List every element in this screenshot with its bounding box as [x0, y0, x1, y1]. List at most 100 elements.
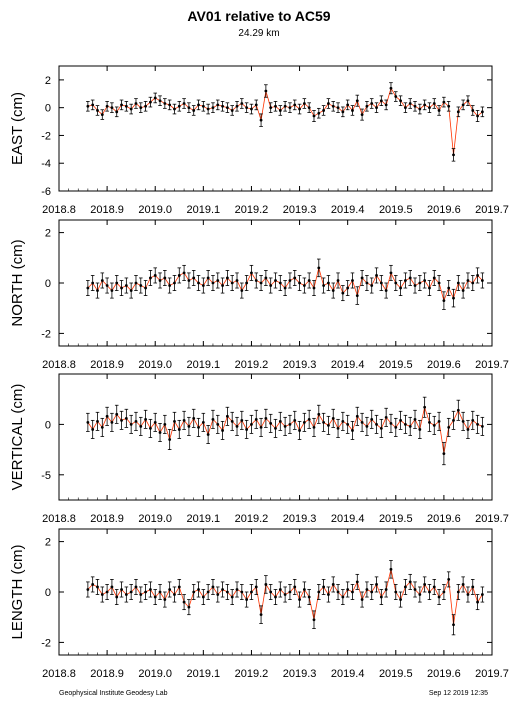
x-tick-label: 2019.5 [379, 359, 413, 371]
data-point [120, 286, 123, 290]
data-point [177, 428, 181, 431]
chart-title: AV01 relative to AC59 [187, 8, 331, 24]
x-tick-label: 2019.3 [283, 359, 317, 371]
data-point [254, 103, 258, 107]
data-point [96, 585, 99, 589]
data-point [442, 590, 446, 594]
data-point [375, 274, 378, 277]
data-point [456, 408, 460, 412]
data-point [336, 590, 340, 594]
data-point [379, 595, 383, 599]
data-point [288, 590, 292, 594]
data-point [432, 585, 436, 589]
data-point [466, 279, 470, 282]
data-point [225, 106, 229, 110]
data-point [307, 279, 311, 282]
data-point [461, 289, 465, 292]
data-point [134, 585, 138, 589]
data-point [404, 106, 407, 110]
data-point [312, 114, 316, 118]
data-point [86, 286, 90, 290]
data-point [274, 104, 277, 108]
data-point [423, 405, 427, 409]
data-point [269, 106, 273, 110]
data-point [293, 585, 297, 589]
data-point [312, 426, 316, 429]
data-point [341, 291, 345, 295]
data-point [216, 103, 220, 107]
data-point [250, 423, 253, 426]
x-tick-label: 2019.6 [427, 668, 461, 680]
data-point [375, 423, 378, 426]
data-point [182, 102, 186, 105]
data-point [456, 590, 460, 594]
data-point [91, 583, 95, 586]
data-point [153, 595, 157, 599]
data-point [312, 286, 316, 290]
data-point [365, 104, 369, 108]
data-point [197, 281, 200, 285]
data-point [360, 276, 364, 280]
data-point [346, 286, 350, 290]
data-point [211, 585, 215, 589]
data-point [452, 153, 455, 157]
data-point [192, 109, 196, 112]
x-tick-label: 2018.8 [42, 513, 76, 525]
data-point [302, 284, 306, 287]
data-point [432, 102, 436, 105]
x-tick-label: 2019.3 [283, 668, 317, 680]
data-point [129, 423, 133, 426]
data-point [144, 104, 148, 108]
data-point [418, 281, 422, 285]
x-tick-label: 2019.2 [235, 359, 269, 371]
data-point [399, 99, 402, 103]
footer-timestamp: Sep 12 2019 12:35 [428, 690, 488, 697]
data-point [370, 284, 374, 287]
data-point [437, 109, 441, 112]
data-point [274, 595, 277, 599]
data-point [91, 428, 95, 431]
data-point [480, 593, 484, 596]
y-axis-label: LENGTH (cm) [9, 545, 26, 640]
data-point [452, 418, 455, 422]
x-tick-label: 2019.3 [283, 513, 317, 525]
data-point [389, 271, 393, 275]
data-point [206, 590, 210, 594]
x-tick-label: 2019.6 [427, 513, 461, 525]
data-point [250, 107, 253, 111]
x-tick-label: 2019.7 [475, 204, 509, 216]
data-point [274, 279, 277, 282]
data-point [346, 588, 350, 591]
data-point [197, 426, 200, 429]
data-point [192, 276, 196, 280]
x-tick-label: 2018.9 [90, 513, 124, 525]
x-tick-label: 2019.2 [235, 668, 269, 680]
data-point [221, 429, 224, 432]
data-point [211, 281, 215, 285]
data-point [307, 417, 311, 421]
data-point [471, 109, 475, 112]
data-point [365, 425, 369, 428]
data-point [139, 106, 143, 110]
data-point [298, 107, 301, 111]
data-point [278, 109, 282, 112]
data-point [163, 423, 167, 426]
data-point [408, 102, 412, 105]
data-point [370, 590, 374, 594]
data-point [293, 418, 297, 422]
data-point [86, 588, 90, 591]
data-point [317, 266, 321, 270]
data-point [331, 416, 335, 420]
data-point [110, 289, 114, 292]
x-tick-label: 2019.0 [138, 668, 172, 680]
data-point [384, 588, 388, 591]
data-point [428, 590, 431, 594]
y-tick-label: -5 [41, 470, 51, 482]
data-point [317, 111, 321, 115]
x-tick-label: 2019.7 [475, 668, 509, 680]
data-point [322, 284, 326, 287]
data-point [437, 595, 441, 599]
data-point [235, 588, 239, 591]
x-tick-label: 2018.9 [90, 204, 124, 216]
